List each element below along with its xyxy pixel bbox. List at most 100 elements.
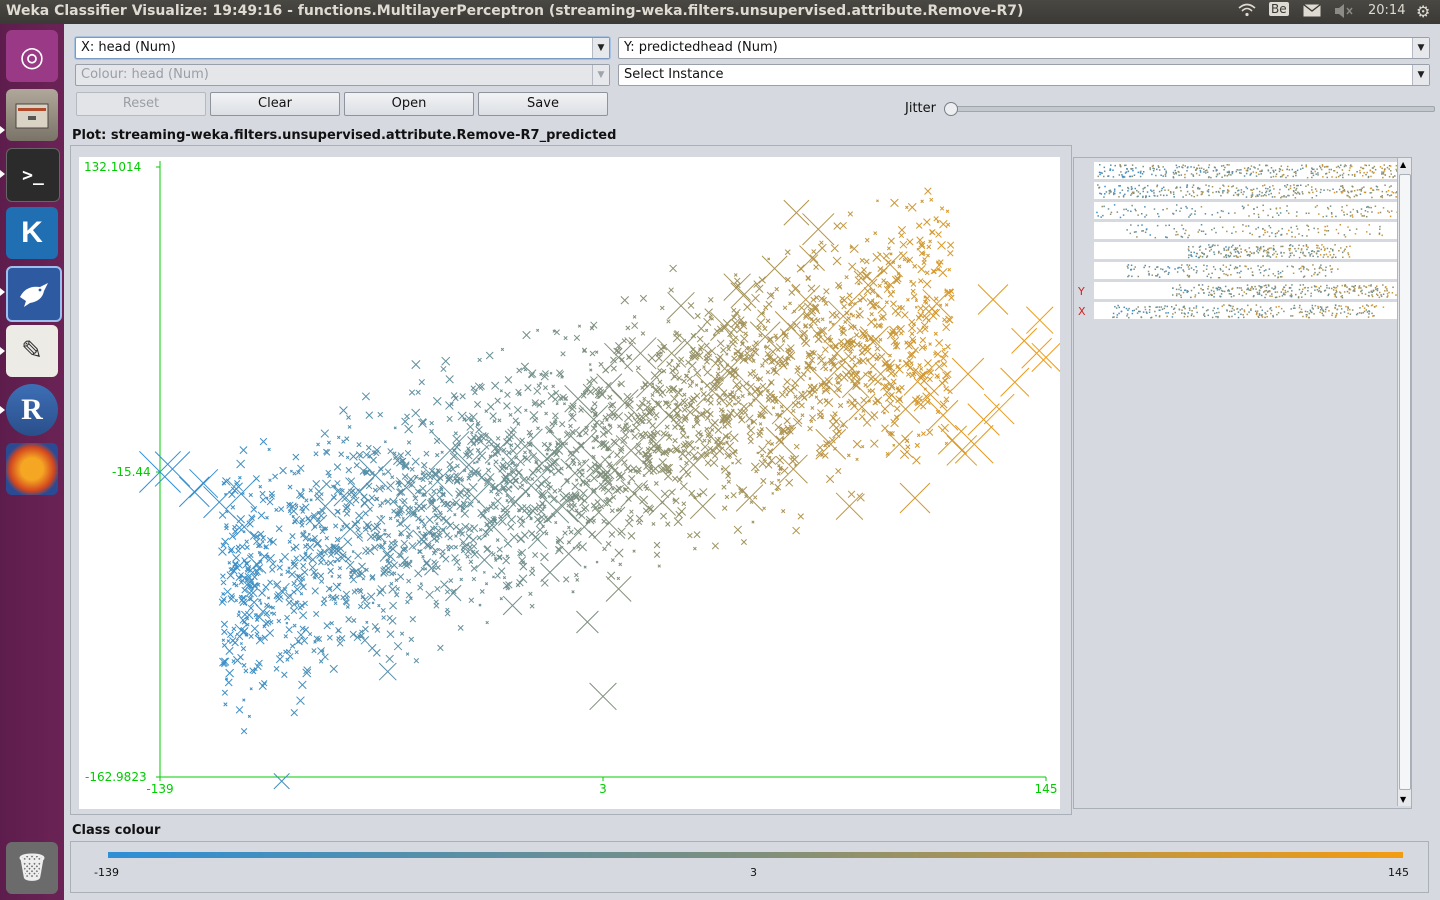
ubuntu-dash-icon[interactable]: ◎ [6, 30, 58, 82]
save-button[interactable]: Save [478, 92, 608, 116]
strip-point [1156, 184, 1159, 187]
data-point [429, 420, 434, 426]
strip-point [1212, 244, 1214, 246]
data-point [288, 570, 296, 579]
kile-icon[interactable]: K [6, 207, 58, 259]
strip-point [1318, 247, 1320, 249]
attribute-strip[interactable] [1094, 182, 1404, 199]
reset-button[interactable]: Reset [76, 92, 206, 116]
terminal-running-indicator [0, 170, 5, 178]
strip-point [1121, 174, 1123, 176]
data-point [385, 532, 392, 539]
scroll-down-icon[interactable]: ▼ [1400, 795, 1407, 804]
strip-point [1227, 289, 1230, 291]
colour-select[interactable]: Colour: head (Num) ▼ [75, 64, 610, 86]
terminal-icon[interactable]: >_ [6, 148, 60, 202]
files-icon[interactable] [6, 89, 58, 141]
data-point [700, 391, 707, 398]
data-point [363, 469, 371, 476]
strip-point [1235, 170, 1238, 173]
clock[interactable]: 20:14 [1368, 3, 1406, 18]
strip-point [1265, 284, 1267, 287]
strip-point [1190, 289, 1193, 292]
strip-point [1227, 248, 1230, 250]
strip-point [1114, 192, 1116, 195]
attribute-strip[interactable] [1094, 202, 1404, 219]
data-point [492, 451, 499, 458]
text-editor-icon[interactable]: ✎ [6, 325, 58, 377]
weka-icon[interactable] [6, 266, 62, 322]
clear-button[interactable]: Clear [210, 92, 340, 116]
jitter-slider[interactable] [944, 102, 1435, 116]
data-point [657, 379, 663, 385]
strip-point [1164, 236, 1167, 238]
attribute-strip[interactable] [1094, 222, 1404, 239]
strip-point [1231, 315, 1233, 318]
trash-icon[interactable]: 🗑 [6, 842, 58, 894]
r-icon[interactable]: R [6, 384, 58, 436]
strip-point [1163, 271, 1166, 273]
strips-scrollbar[interactable]: ▲ ▼ [1397, 158, 1411, 806]
data-point [496, 546, 503, 553]
data-point [730, 408, 735, 413]
data-point [882, 411, 886, 415]
strips-scroll-thumb[interactable] [1399, 174, 1411, 790]
data-point [480, 513, 508, 541]
data-point [670, 358, 674, 362]
strip-point [1270, 312, 1272, 315]
data-point [589, 350, 596, 357]
data-point [749, 321, 781, 353]
mail-icon[interactable] [1303, 3, 1321, 21]
data-point [414, 474, 419, 479]
scatter-plot[interactable]: 132.1014 -15.44 -162.9823 -139 3 145 [79, 157, 1061, 809]
strip-point [1304, 255, 1307, 257]
strip-point [1187, 256, 1190, 259]
strip-point [1126, 168, 1128, 170]
strip-point [1329, 254, 1332, 256]
data-point [524, 408, 528, 413]
strip-point [1348, 292, 1351, 294]
strip-point [1381, 167, 1383, 170]
attribute-strip[interactable] [1094, 262, 1404, 279]
select-instance-select[interactable]: Select Instance ▼ [618, 64, 1430, 86]
volume-icon[interactable] [1334, 4, 1354, 22]
data-point [314, 492, 324, 501]
chevron-down-icon: ▼ [592, 38, 609, 58]
firefox-icon[interactable] [6, 443, 58, 495]
data-point [756, 390, 764, 397]
jitter-slider-thumb[interactable] [944, 102, 958, 116]
data-point [672, 424, 678, 430]
data-point [399, 631, 405, 636]
data-point [643, 483, 649, 489]
x-axis-select[interactable]: X: head (Num) ▼ [75, 37, 610, 59]
data-point [880, 382, 889, 391]
wifi-icon[interactable] [1238, 3, 1256, 21]
strip-point [1346, 290, 1349, 293]
strip-point [1192, 174, 1194, 176]
strip-point [1227, 249, 1230, 251]
data-point [714, 426, 723, 434]
data-point [544, 426, 581, 462]
data-point [767, 448, 774, 455]
y-axis-select[interactable]: Y: predictedhead (Num) ▼ [618, 37, 1430, 59]
strip-point [1100, 216, 1102, 218]
strip-point [1255, 288, 1257, 290]
data-point [665, 468, 672, 475]
strip-point [1128, 274, 1130, 277]
strip-point [1097, 184, 1099, 186]
settings-gear-icon[interactable]: ⚙ [1416, 2, 1431, 21]
data-point [501, 457, 505, 462]
strip-point [1303, 266, 1305, 269]
strip-point [1301, 265, 1303, 268]
strip-point [1267, 248, 1269, 251]
strip-point [1101, 172, 1103, 174]
keyboard-layout-indicator[interactable]: Be [1269, 2, 1289, 16]
strip-point [1236, 250, 1239, 253]
strip-point [1232, 194, 1235, 197]
data-point [369, 470, 375, 477]
data-point [244, 610, 254, 620]
data-point [302, 600, 308, 607]
open-button[interactable]: Open [344, 92, 474, 116]
scroll-up-icon[interactable]: ▲ [1400, 160, 1407, 169]
